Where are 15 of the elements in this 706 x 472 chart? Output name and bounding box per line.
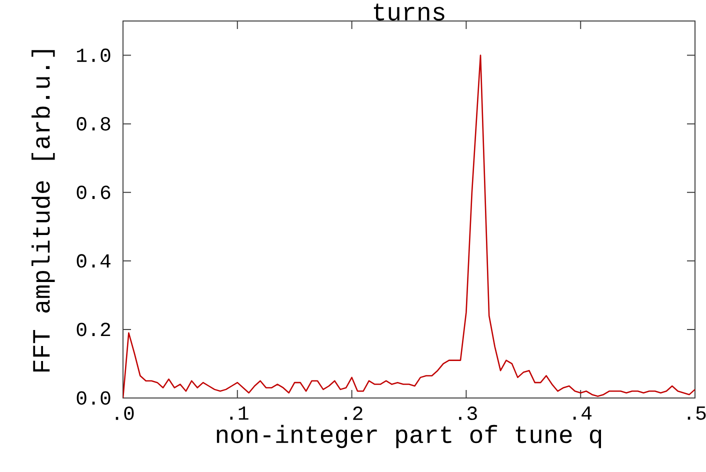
y-axis-title: FFT amplitude [arb.u.] [32,50,55,372]
y-tick-label: 0.2 [76,322,110,336]
y-tick-label: 1.0 [77,48,110,62]
x-tick-label: .1 [230,406,248,420]
x-tick-label: .0 [116,406,134,420]
x-tick-label: .5 [688,406,706,420]
y-tick-label: 0.6 [76,186,110,200]
x-tick-label: .4 [573,406,592,420]
y-tick-label: 0.4 [76,254,110,268]
x-axis-title: non-integer part of tune q [216,424,602,448]
x-tick-label: .3 [459,406,477,420]
y-tick-label: 0.0 [76,391,110,405]
x-tick-label: .2 [344,406,362,420]
chart-title: turns [374,4,444,21]
y-tick-label: 0.8 [76,117,110,131]
